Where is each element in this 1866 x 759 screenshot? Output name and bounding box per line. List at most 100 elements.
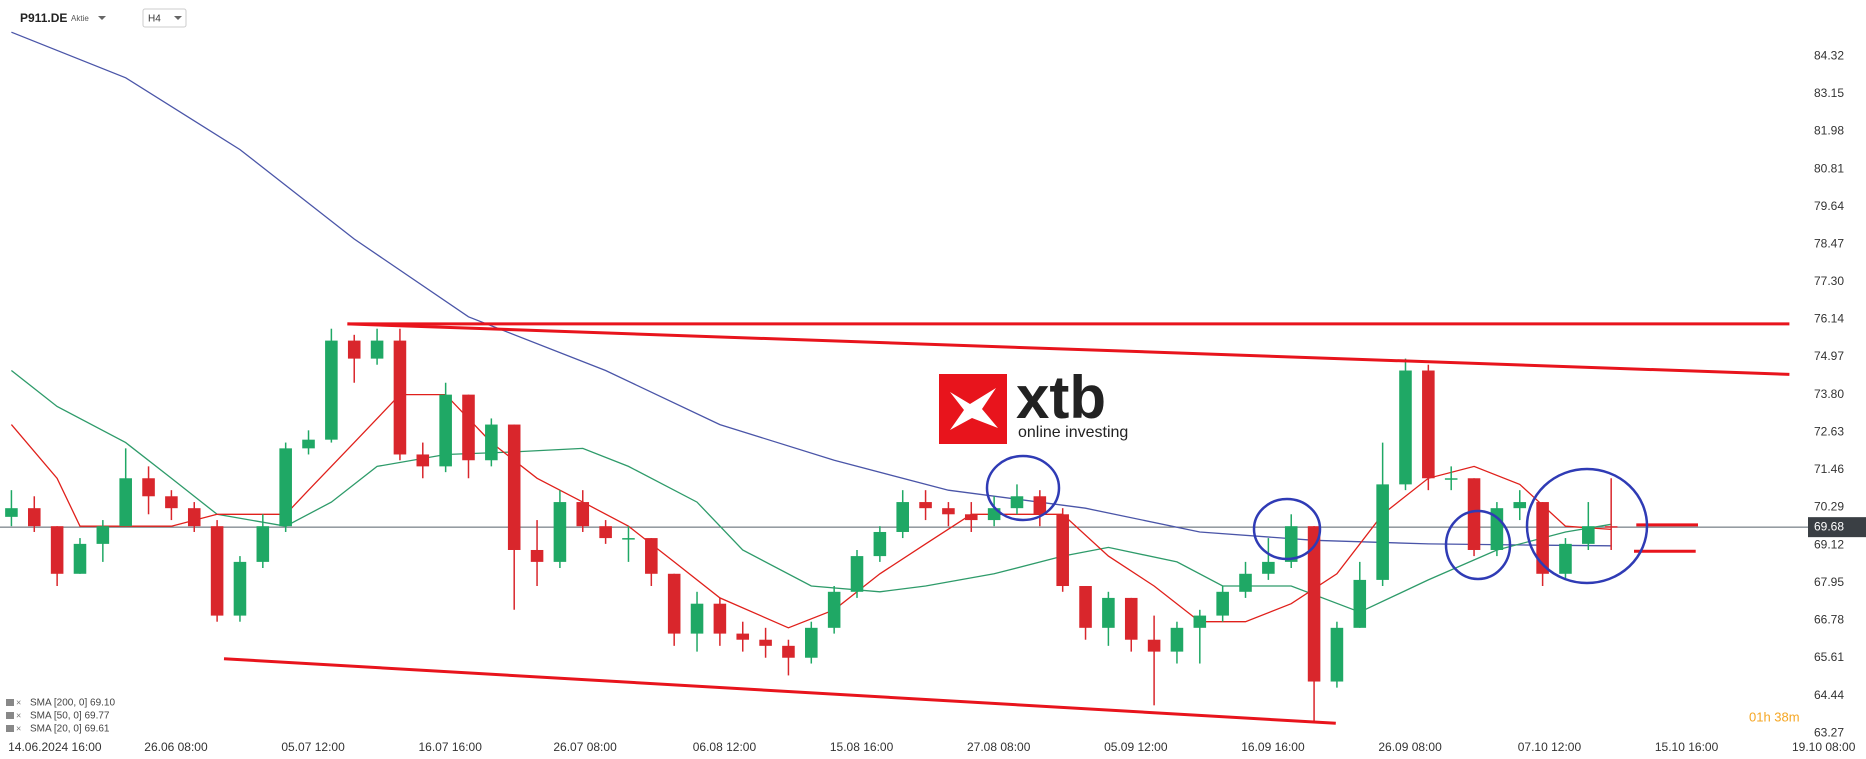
candle-body: [416, 454, 430, 467]
x-tick-label: 26.09 08:00: [1378, 740, 1442, 754]
y-tick-label: 64.44: [1814, 688, 1844, 702]
candle-body: [942, 508, 955, 515]
timeframe[interactable]: H4: [148, 14, 161, 25]
x-tick-label: 06.08 12:00: [693, 740, 757, 754]
candle-body: [1170, 627, 1184, 652]
y-tick-label: 74.97: [1814, 349, 1844, 363]
symbol[interactable]: P911.DE: [20, 11, 67, 25]
sma-line: [11, 31, 1612, 547]
candle-body: [393, 340, 407, 455]
candle-body: [485, 424, 498, 461]
x-tick-label: 16.09 16:00: [1241, 740, 1305, 754]
candle-body: [873, 531, 887, 557]
candle-body: [119, 478, 132, 527]
candle-body: [73, 543, 87, 574]
legend-remove: ×: [16, 723, 21, 733]
legend-icon: [6, 725, 14, 732]
x-tick-label: 15.10 16:00: [1655, 740, 1719, 754]
candle-body: [233, 561, 247, 616]
legend-entry: SMA [50, 0] 69.77: [30, 711, 110, 722]
sma-line: [10, 393, 1612, 629]
candle-body: [256, 526, 270, 562]
candle-body: [1513, 502, 1527, 509]
x-tick-label: 07.10 12:00: [1518, 740, 1582, 754]
highlight-circle: [1525, 467, 1649, 585]
candle-body: [987, 508, 1001, 521]
candle-body: [736, 633, 750, 640]
candle-body: [553, 502, 567, 562]
candle-body: [645, 538, 658, 574]
watermark: xtb online investing: [939, 364, 1128, 444]
legend: × SMA [200, 0] 69.10 × SMA [50, 0] 69.77 × SM…: [6, 697, 115, 735]
legend-entry: SMA [200, 0] 69.10: [30, 698, 115, 709]
candle-body: [1262, 561, 1275, 574]
y-tick-label: 63.27: [1814, 725, 1844, 739]
candle-body: [5, 508, 18, 517]
x-tick-label: 19.10 08:00: [1792, 740, 1856, 754]
y-tick-label: 67.95: [1814, 575, 1844, 589]
candle-body: [1284, 526, 1298, 562]
y-tick-label: 69.12: [1814, 537, 1844, 551]
candle-body: [1353, 579, 1367, 628]
dropdown-arrow[interactable]: [98, 16, 106, 20]
candle-body: [1307, 526, 1321, 682]
candle-body: [1330, 627, 1344, 682]
candle-body: [759, 639, 772, 646]
y-tick-label: 83.15: [1814, 86, 1844, 100]
candle-body: [507, 424, 521, 550]
highlight-circles: [985, 454, 1649, 585]
legend-icon: [6, 699, 14, 706]
candle-body: [1010, 496, 1024, 509]
candle-body: [1467, 478, 1481, 550]
sma-line: [10, 369, 1612, 613]
y-tick-label: 79.64: [1814, 199, 1844, 213]
x-tick-label: 27.08 08:00: [967, 740, 1031, 754]
current-price-label: 69.68: [1814, 519, 1844, 533]
candle-body: [462, 394, 475, 461]
y-tick-label: 81.98: [1814, 124, 1844, 138]
y-tick-label: 65.61: [1814, 650, 1844, 664]
timeframe-box[interactable]: [142, 8, 187, 28]
highlight-circle: [1444, 509, 1512, 581]
highlight-circle: [985, 454, 1061, 522]
price-tag: [1808, 517, 1866, 538]
candle-body: [1559, 543, 1572, 574]
candle-body: [1147, 639, 1161, 652]
dropdown-arrow[interactable]: [174, 16, 182, 20]
brand: xtb: [1016, 364, 1106, 431]
candle-body: [919, 502, 932, 509]
legend-remove: ×: [16, 710, 21, 720]
candle-body: [27, 508, 41, 527]
candle-body: [302, 439, 315, 449]
y-tick-label: 76.14: [1814, 312, 1844, 326]
y-tick-label: 73.80: [1814, 387, 1844, 401]
y-tick-label: 66.78: [1814, 613, 1844, 627]
header: P911.DE Aktie H4: [20, 8, 187, 28]
y-tick-label: 84.32: [1814, 48, 1844, 62]
candle-body: [325, 340, 338, 440]
candle-body: [1102, 597, 1115, 628]
candle-body: [347, 340, 361, 359]
candle-body: [1422, 370, 1435, 479]
candle-body: [1239, 573, 1252, 592]
candle-body: [1124, 597, 1138, 640]
trend-line: [347, 322, 1790, 376]
plot-area: 84.32 83.15 81.98 80.81 79.64 78.47 77.30 76.14…: [0, 31, 1866, 754]
candle-body: [1216, 591, 1229, 616]
logo-x: [950, 388, 998, 430]
candle-body: [96, 526, 110, 544]
candle-body: [370, 340, 384, 359]
legend-icon: [6, 712, 14, 719]
candle-body: [1582, 526, 1595, 544]
legend-entry: SMA [20, 0] 69.61: [30, 724, 110, 735]
candle-body: [50, 526, 64, 574]
candle-body: [805, 627, 818, 658]
candle-body: [142, 478, 155, 497]
y-tick-label: 77.30: [1814, 274, 1844, 288]
candle-body: [1399, 370, 1412, 485]
candle-body: [827, 591, 841, 628]
x-tick-label: 26.07 08:00: [553, 740, 617, 754]
candle-body: [896, 502, 909, 532]
candle-body: [1444, 478, 1458, 480]
